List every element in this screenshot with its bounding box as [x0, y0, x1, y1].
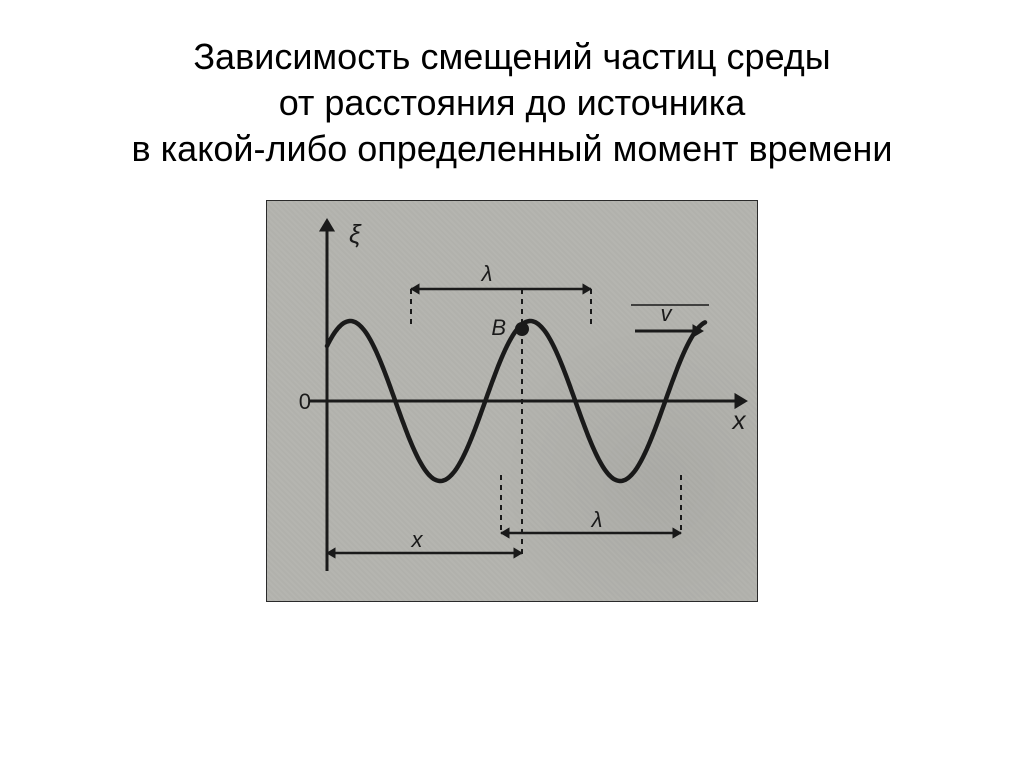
svg-text:ξ: ξ	[349, 219, 362, 249]
svg-text:λ: λ	[591, 507, 603, 532]
svg-text:0: 0	[299, 389, 311, 414]
svg-text:λ: λ	[481, 261, 493, 286]
wave-svg: ξx0λλxvB	[267, 201, 757, 601]
svg-text:x: x	[411, 527, 424, 552]
slide: Зависимость смещений частиц среды от рас…	[0, 0, 1024, 767]
slide-title: Зависимость смещений частиц среды от рас…	[0, 34, 1024, 172]
wave-figure: ξx0λλxvB	[266, 200, 758, 602]
svg-text:x: x	[731, 405, 747, 435]
svg-text:B: B	[491, 315, 506, 340]
